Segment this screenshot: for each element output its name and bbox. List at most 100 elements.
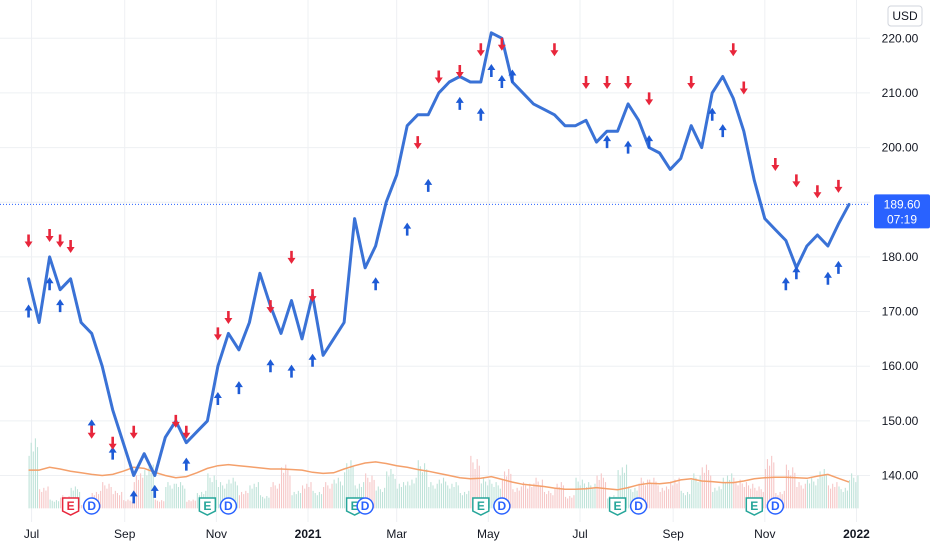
volume-bar: [119, 495, 121, 509]
event-marker-label: D: [87, 499, 96, 513]
grid: [0, 0, 870, 522]
volume-bar: [787, 470, 790, 509]
buy-signal-arrow: [56, 299, 65, 313]
volume-bar: [537, 481, 539, 509]
buy-signal-arrow: [182, 457, 191, 471]
currency-label: USD: [892, 9, 918, 23]
event-marker-label: E: [614, 499, 622, 513]
sell-signal-arrow: [834, 179, 843, 193]
volume-bar: [489, 479, 491, 509]
y-tick-label: 210.00: [882, 86, 919, 100]
buy-signal-arrow: [476, 107, 485, 121]
earnings-marker[interactable]: [745, 497, 764, 516]
volume-bar: [501, 478, 503, 509]
volume-bar: [100, 490, 102, 509]
time-axis[interactable]: Jul Sep Nov 2021 Mar May Jul Sep Nov 2022: [24, 527, 870, 541]
event-marker-label: D: [771, 499, 780, 513]
sell-signal-arrow: [87, 425, 96, 439]
volume-bar: [280, 467, 283, 509]
sell-signal-arrow: [476, 43, 485, 57]
buy-signal-arrow: [487, 64, 496, 78]
volume-bar: [213, 475, 215, 509]
volume-bar: [45, 490, 47, 509]
x-tick-label: Mar: [386, 527, 407, 541]
volume-bar: [196, 493, 198, 509]
volume-bar: [432, 485, 434, 509]
volume-bar: [562, 485, 564, 509]
earnings-marker[interactable]: [608, 497, 627, 516]
volume-bar: [318, 491, 320, 509]
volume-bar: [114, 490, 116, 509]
volume-bar: [234, 481, 236, 509]
buy-signal-arrow: [718, 124, 727, 138]
volume-bar: [436, 483, 438, 509]
volume-bar: [449, 488, 451, 509]
volume-bar: [123, 500, 125, 509]
volume-bar: [621, 467, 623, 509]
volume-bar: [217, 487, 219, 509]
volume-bar: [705, 464, 708, 509]
volume-bar: [552, 495, 554, 509]
volume-bar: [796, 487, 798, 509]
buy-signal-arrow: [287, 364, 296, 378]
volume-bar: [577, 481, 579, 509]
volume-bar: [417, 460, 419, 509]
volume-bar: [815, 485, 817, 509]
volume-bar: [129, 500, 131, 509]
volume-bar: [363, 482, 365, 509]
volume-bar: [236, 485, 238, 509]
buy-signal-arrow: [234, 381, 243, 395]
earnings-marker[interactable]: [61, 497, 80, 516]
volume-bar: [689, 494, 691, 509]
volume-bar: [161, 500, 163, 509]
price-axis[interactable]: 220.00210.00200.00190.00180.00170.00160.…: [882, 31, 919, 482]
volume-bar: [306, 483, 308, 509]
volume-bar: [243, 494, 245, 509]
volume-bar: [272, 482, 274, 509]
volume-bar: [415, 477, 417, 509]
volume-bar: [379, 489, 381, 509]
volume-bar: [230, 483, 232, 509]
dividend-marker[interactable]: [766, 497, 785, 515]
volume-bar: [701, 467, 703, 509]
volume-bar: [55, 500, 57, 509]
volume-bar: [81, 505, 83, 509]
volume-bar: [287, 470, 289, 509]
volume-bar: [697, 482, 699, 509]
volume-bar: [718, 486, 720, 509]
volume-bar: [825, 473, 827, 509]
dividend-marker[interactable]: [629, 497, 648, 515]
volume-bar: [182, 485, 184, 509]
y-tick-label: 180.00: [882, 250, 919, 264]
currency-badge[interactable]: USD: [887, 5, 923, 27]
dividend-marker[interactable]: [219, 497, 238, 515]
volume-bar: [851, 473, 853, 509]
sell-signal-arrow: [266, 300, 275, 314]
volume-bar: [32, 451, 34, 509]
y-tick-label: 170.00: [882, 305, 919, 319]
volume-bar: [308, 487, 310, 509]
volume-bar: [602, 477, 604, 509]
volume-bar: [699, 475, 701, 509]
volume-bar: [79, 491, 81, 509]
dividend-marker[interactable]: [356, 497, 374, 515]
buy-signal-arrow: [834, 260, 843, 274]
volume-bar: [341, 485, 344, 509]
dividend-marker[interactable]: [82, 497, 101, 515]
dividend-marker[interactable]: [493, 497, 511, 515]
volume-bar: [327, 485, 329, 509]
sell-signal-arrow: [497, 37, 506, 51]
volume-bar: [102, 482, 104, 509]
earnings-marker[interactable]: [198, 497, 217, 516]
volume-bar: [430, 482, 432, 509]
buy-signal-arrow: [645, 135, 654, 149]
buy-signal-arrow: [708, 107, 717, 121]
volume-bar: [516, 487, 518, 509]
volume-bar: [402, 482, 405, 509]
earnings-marker[interactable]: [472, 497, 490, 516]
volume-bar: [219, 482, 222, 509]
volume-bar: [764, 468, 766, 509]
volume-bar: [550, 493, 552, 509]
volume-bar: [344, 472, 346, 509]
